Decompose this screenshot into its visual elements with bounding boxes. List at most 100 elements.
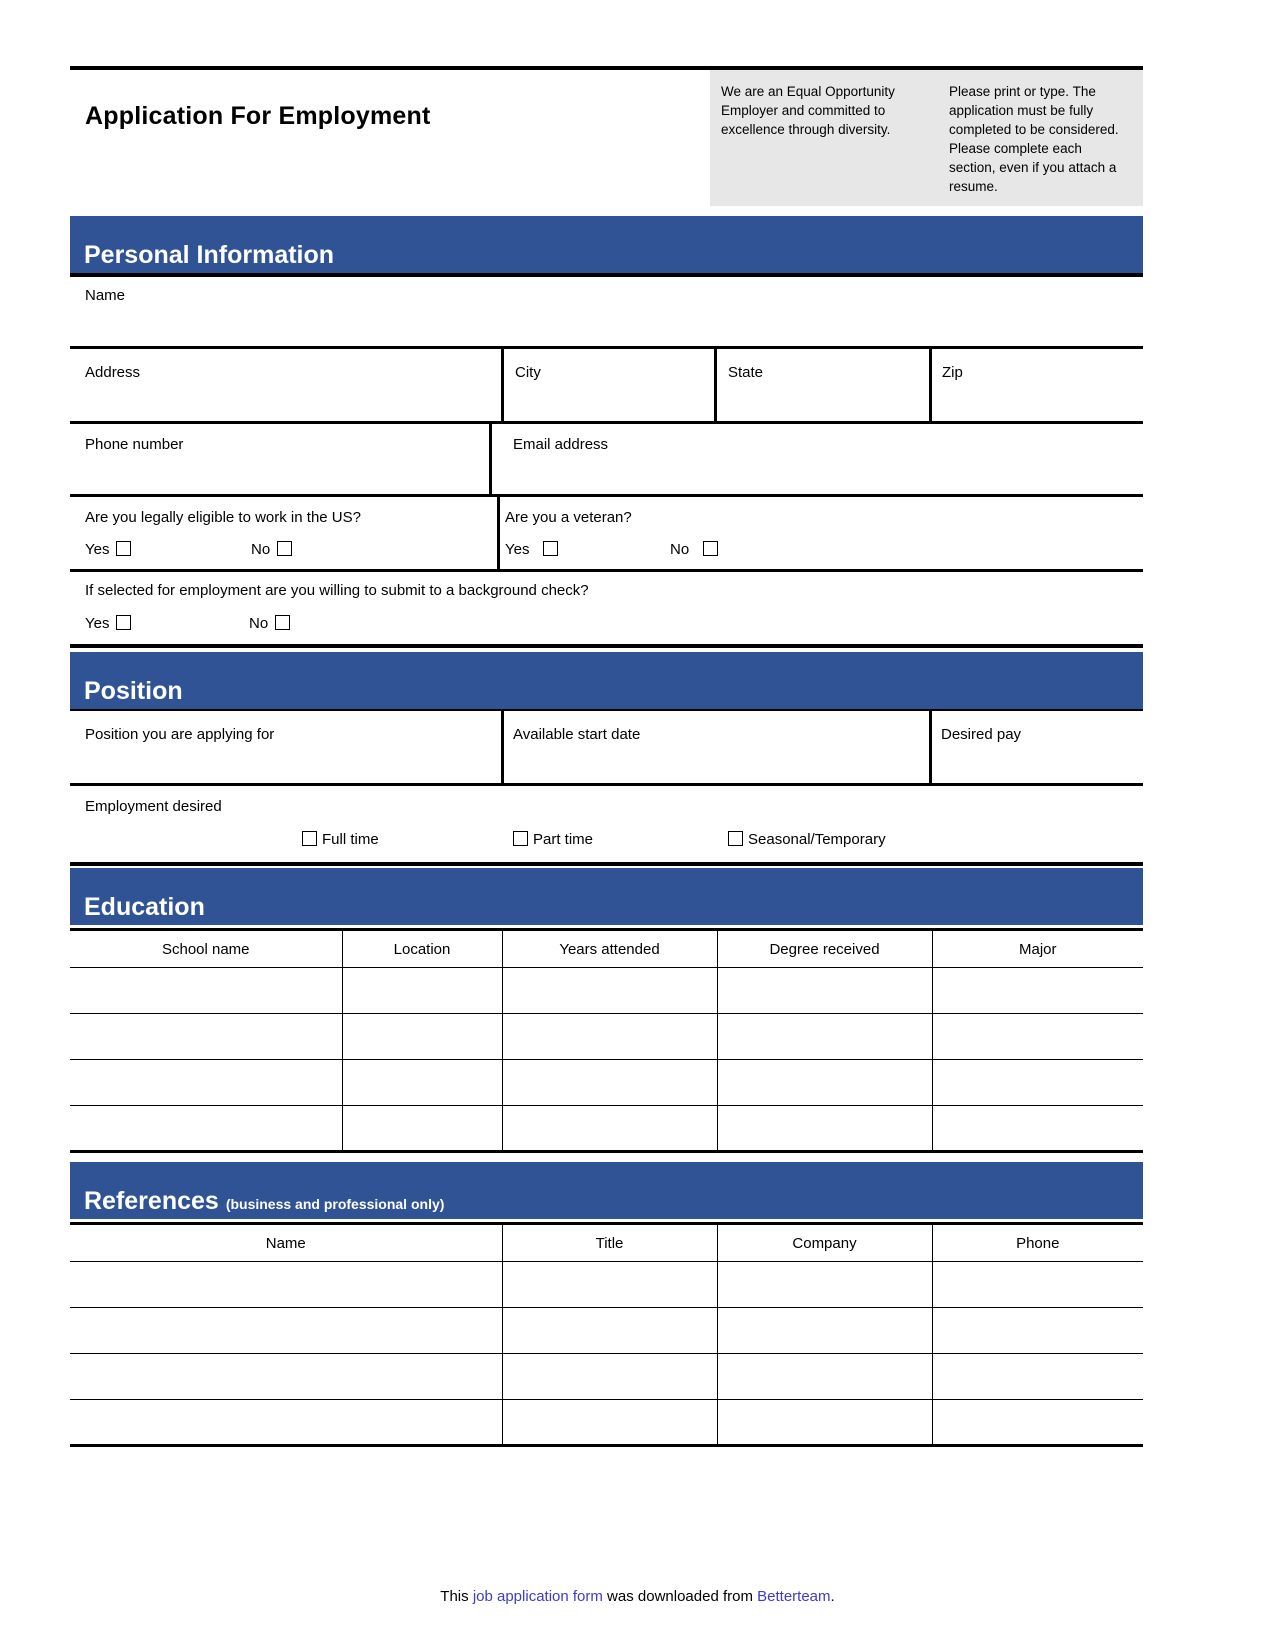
section-title-references: References xyxy=(84,1187,219,1215)
education-cell[interactable] xyxy=(716,1105,933,1152)
rule-below-name xyxy=(70,346,1143,349)
footer-attribution: This job application form was downloaded… xyxy=(0,1588,1275,1605)
eeo-note: We are an Equal Opportunity Employer and… xyxy=(721,84,895,137)
references-cell[interactable] xyxy=(716,1399,933,1446)
background-yes-option[interactable]: Yes xyxy=(85,615,132,631)
references-cell[interactable] xyxy=(931,1307,1143,1354)
footer-link-betterteam[interactable]: Betterteam xyxy=(757,1588,831,1605)
veteran-yes-option[interactable]: Yes xyxy=(505,541,559,558)
education-cell[interactable] xyxy=(501,1059,718,1106)
label-state: State xyxy=(728,364,764,381)
education-cell[interactable] xyxy=(341,967,503,1014)
education-cell[interactable] xyxy=(341,1105,503,1152)
references-cell[interactable] xyxy=(70,1399,503,1446)
references-cell[interactable] xyxy=(501,1399,718,1446)
education-column-header: Major xyxy=(931,929,1143,968)
employment-option-seasonal[interactable]: Seasonal/Temporary xyxy=(728,831,886,847)
checkbox-icon[interactable] xyxy=(302,831,317,846)
education-cell[interactable] xyxy=(70,967,343,1014)
employment-option-part-time[interactable]: Part time xyxy=(513,831,593,847)
page-header: Application For Employment We are an Equ… xyxy=(70,66,1143,210)
table-row[interactable] xyxy=(70,967,1143,1014)
table-row[interactable] xyxy=(70,1353,1143,1400)
references-cell[interactable] xyxy=(501,1261,718,1308)
veteran-no-option[interactable]: No xyxy=(670,541,719,557)
table-row[interactable] xyxy=(70,1307,1143,1354)
background-no-option[interactable]: No xyxy=(249,615,291,632)
label-available-start-date: Available start date xyxy=(513,726,641,743)
references-table: Name Title Company Phone xyxy=(70,1222,1143,1447)
table-row[interactable] xyxy=(70,1399,1143,1446)
education-cell[interactable] xyxy=(716,1059,933,1106)
table-row[interactable] xyxy=(70,1261,1143,1308)
section-header-education: Education xyxy=(70,868,1143,925)
checkbox-icon[interactable] xyxy=(116,541,132,556)
references-cell[interactable] xyxy=(716,1307,933,1354)
label-phone-number: Phone number xyxy=(85,436,184,453)
footer-link-job-application-form[interactable]: job application form xyxy=(472,1588,603,1605)
checkbox-icon[interactable] xyxy=(703,541,719,556)
references-cell[interactable] xyxy=(501,1307,718,1354)
education-cell[interactable] xyxy=(716,967,933,1014)
checkbox-icon[interactable] xyxy=(513,831,528,846)
employment-option-label: Part time xyxy=(533,831,594,848)
checkbox-icon[interactable] xyxy=(543,541,559,556)
references-cell[interactable] xyxy=(501,1353,718,1400)
instructions-note: Please print or type. The application mu… xyxy=(949,84,1119,194)
references-cell[interactable] xyxy=(70,1261,503,1308)
references-cell[interactable] xyxy=(931,1353,1143,1400)
education-cell[interactable] xyxy=(931,1013,1143,1060)
references-cell[interactable] xyxy=(716,1353,933,1400)
label-zip: Zip xyxy=(942,364,963,381)
personal-bar-underline xyxy=(70,273,1143,277)
position-bar-underline xyxy=(70,709,1143,711)
vrule-address-city xyxy=(501,349,504,421)
checkbox-icon[interactable] xyxy=(275,615,291,630)
education-cell[interactable] xyxy=(70,1013,343,1060)
education-column-header: Degree received xyxy=(716,929,933,968)
eligible-no-option[interactable]: No xyxy=(251,541,293,557)
checkbox-icon[interactable] xyxy=(277,541,293,556)
references-column-header: Company xyxy=(716,1223,933,1262)
education-table: School name Location Years attended Degr… xyxy=(70,928,1143,1153)
table-row[interactable] xyxy=(70,1105,1143,1152)
references-cell[interactable] xyxy=(716,1261,933,1308)
eligible-yes-label: Yes xyxy=(85,541,110,558)
background-no-label: No xyxy=(249,615,269,632)
education-cell[interactable] xyxy=(70,1105,343,1152)
table-row[interactable] xyxy=(70,1059,1143,1106)
label-eligible-question: Are you legally eligible to work in the … xyxy=(85,509,361,526)
label-city: City xyxy=(515,364,541,381)
references-column-header: Name xyxy=(70,1223,503,1262)
education-cell[interactable] xyxy=(501,967,718,1014)
employment-option-full-time[interactable]: Full time xyxy=(302,831,379,847)
education-cell[interactable] xyxy=(501,1013,718,1060)
veteran-yes-label: Yes xyxy=(505,541,530,558)
eligible-yes-option[interactable]: Yes xyxy=(85,541,132,558)
education-cell[interactable] xyxy=(931,1105,1143,1152)
vrule-eligible-veteran xyxy=(497,497,500,569)
education-cell[interactable] xyxy=(931,1059,1143,1106)
rule-below-position-row xyxy=(70,783,1143,786)
references-cell[interactable] xyxy=(931,1399,1143,1446)
education-cell[interactable] xyxy=(501,1105,718,1152)
education-cell[interactable] xyxy=(341,1013,503,1060)
table-row[interactable] xyxy=(70,1013,1143,1060)
education-cell[interactable] xyxy=(70,1059,343,1106)
page-title: Application For Employment xyxy=(85,102,431,130)
section-title-personal-information: Personal Information xyxy=(84,241,335,269)
references-cell[interactable] xyxy=(70,1353,503,1400)
references-cell[interactable] xyxy=(931,1261,1143,1308)
education-column-header: Years attended xyxy=(501,929,718,968)
section-header-personal-information: Personal Information xyxy=(70,216,1143,273)
education-cell[interactable] xyxy=(931,967,1143,1014)
references-cell[interactable] xyxy=(70,1307,503,1354)
label-name: Name xyxy=(85,287,126,304)
vrule-city-state xyxy=(714,349,717,421)
education-cell[interactable] xyxy=(341,1059,503,1106)
checkbox-icon[interactable] xyxy=(116,615,132,630)
education-cell[interactable] xyxy=(716,1013,933,1060)
employment-option-label: Full time xyxy=(322,831,379,848)
checkbox-icon[interactable] xyxy=(728,831,743,846)
vrule-startdate-pay xyxy=(929,711,932,783)
